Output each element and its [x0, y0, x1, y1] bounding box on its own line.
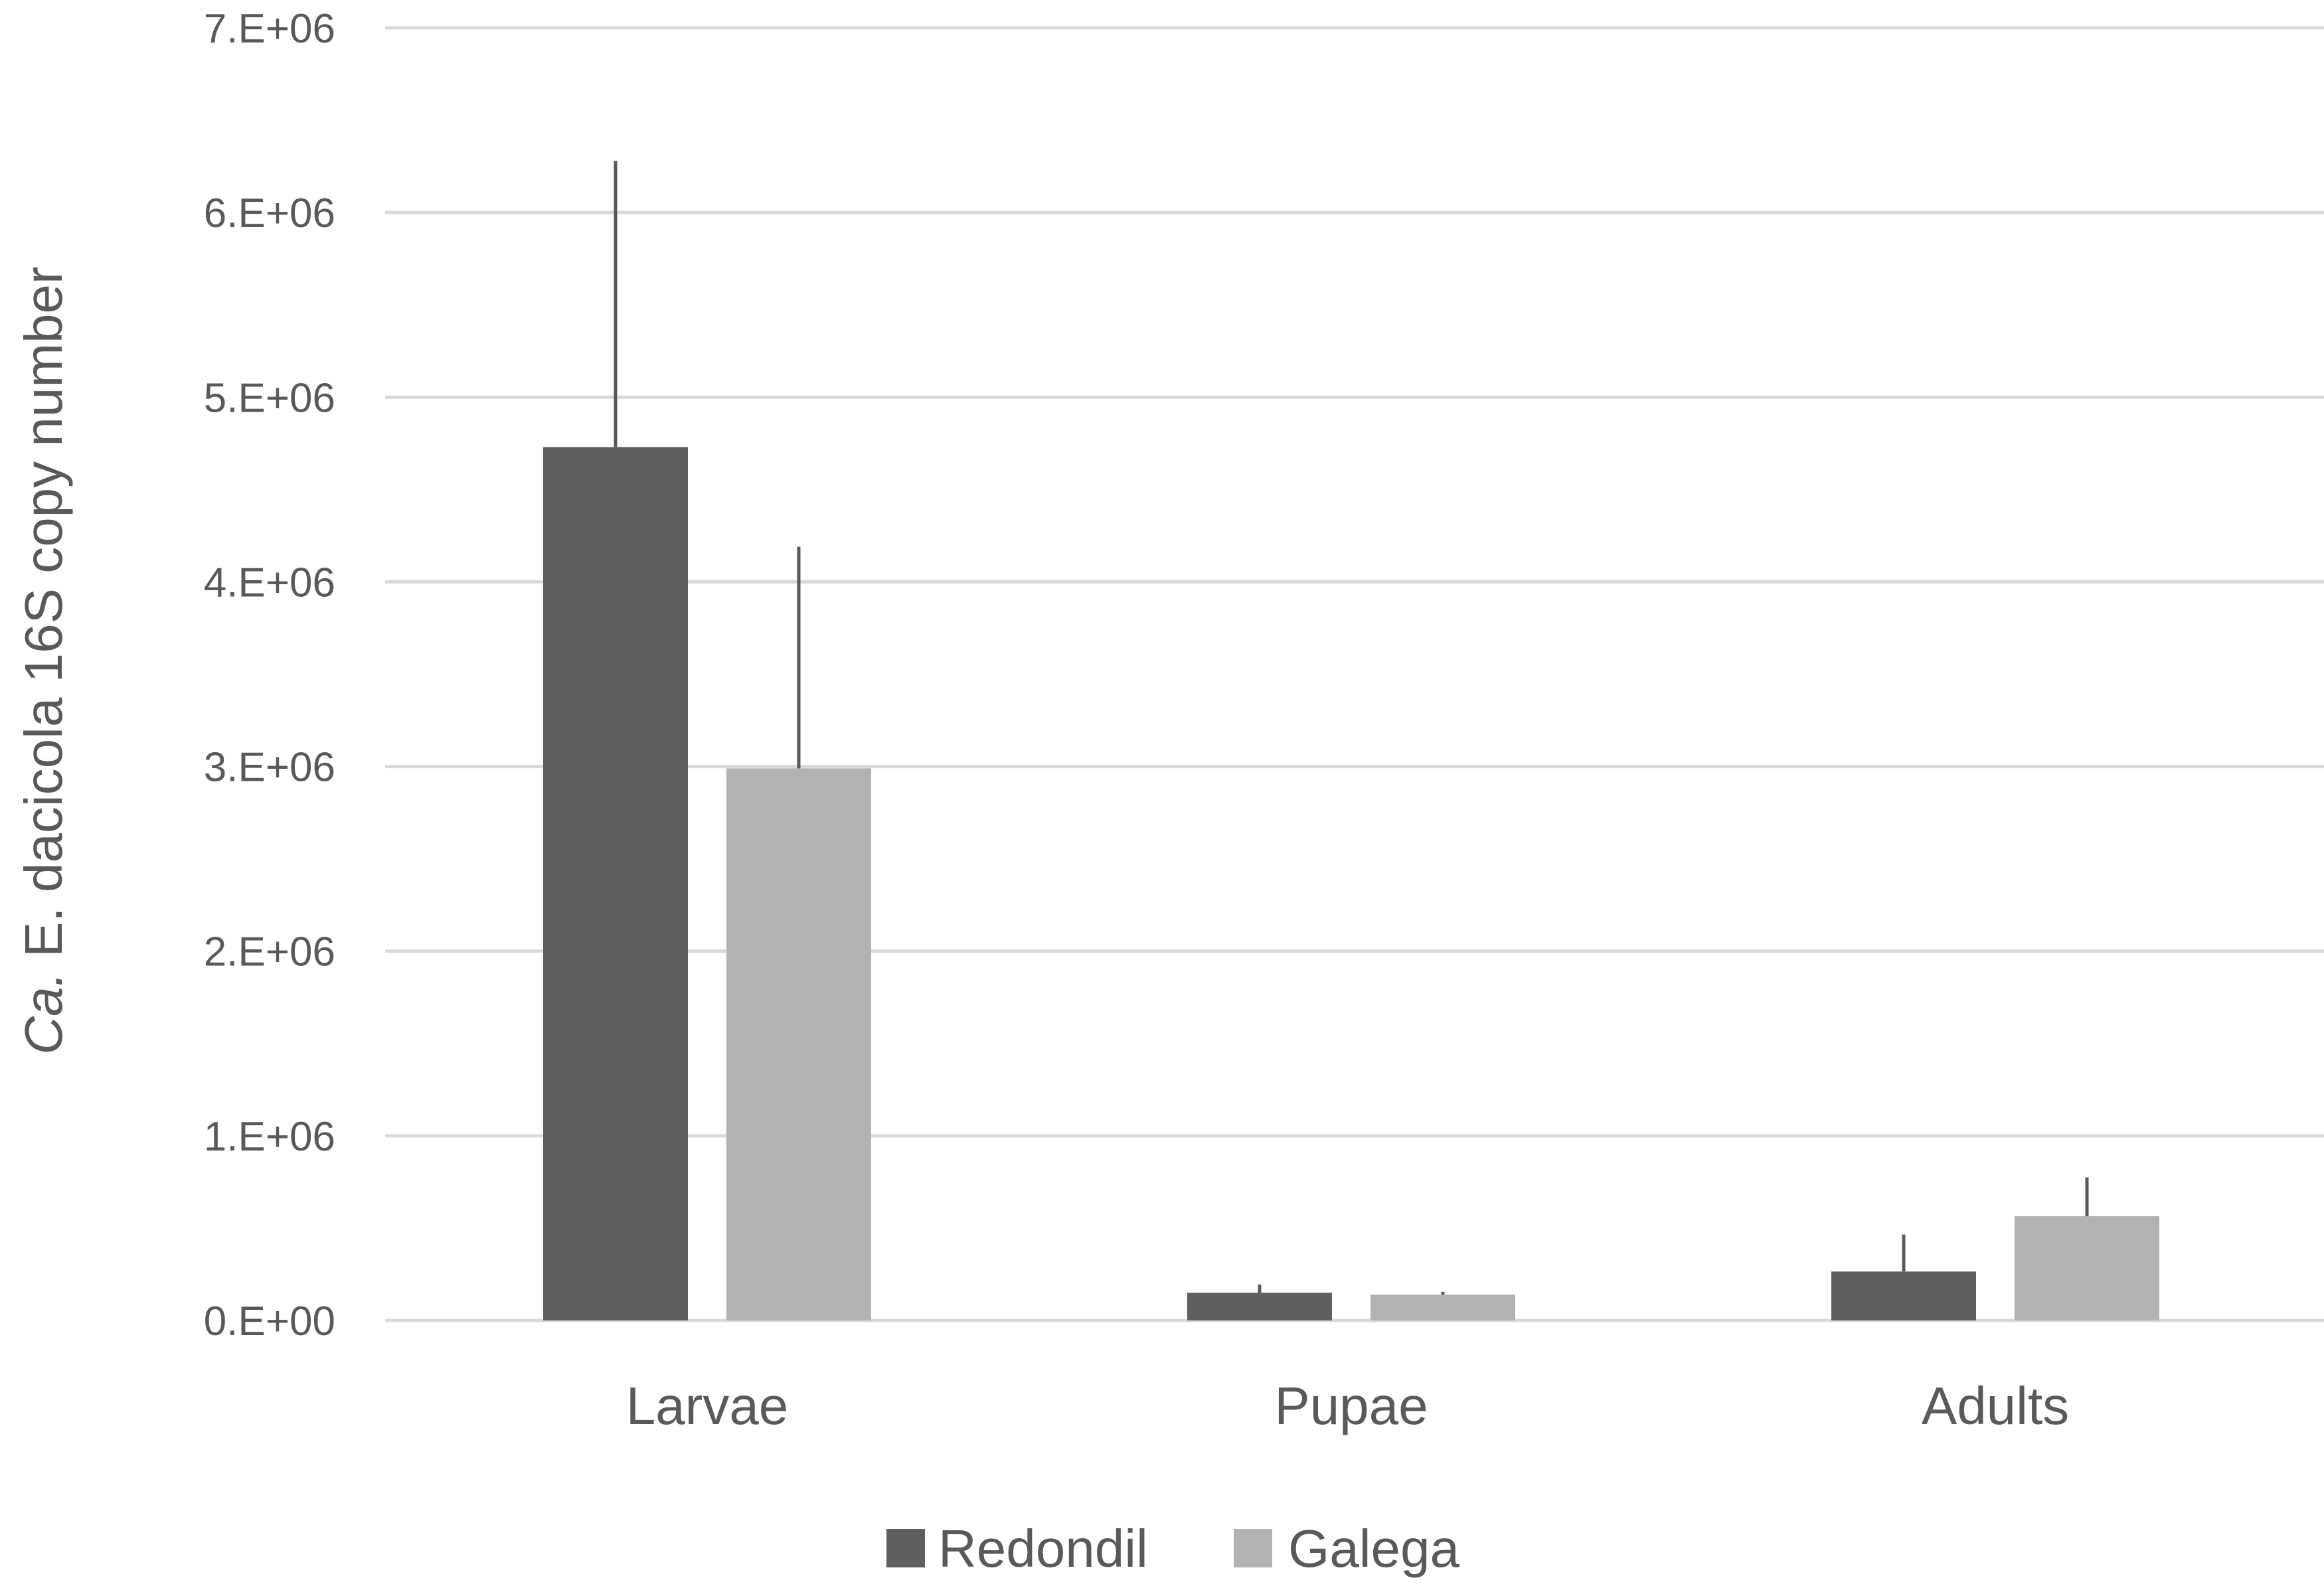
bar-redondil-pupae [1187, 1293, 1332, 1320]
legend-swatch-redondil [886, 1529, 925, 1567]
bar-galega-adults [2015, 1216, 2159, 1320]
legend-label-galega: Galega [1288, 1519, 1459, 1578]
y-tick-label: 3.E+06 [204, 745, 335, 791]
x-category-label: Adults [1922, 1376, 2069, 1435]
error-bars [614, 161, 2089, 1295]
y-axis-tick-labels: 0.E+00 1.E+06 2.E+06 3.E+06 4.E+06 5.E+06 6.E+… [204, 6, 335, 1344]
gridlines [385, 26, 2324, 1322]
x-axis-category-labels: Larvae Pupae Adults [626, 1376, 2069, 1435]
y-axis-title-italic: Ca. [14, 972, 73, 1055]
bar-redondil-larvae [543, 447, 688, 1320]
y-tick-label: 5.E+06 [204, 375, 335, 421]
x-category-label: Larvae [626, 1376, 789, 1435]
x-category-label: Pupae [1274, 1376, 1428, 1435]
bar-galega-pupae [1370, 1295, 1515, 1320]
legend-swatch-galega [1234, 1529, 1272, 1567]
bar-galega-larvae [726, 768, 871, 1320]
y-tick-label: 0.E+00 [204, 1299, 335, 1344]
legend: Redondil Galega [886, 1519, 1459, 1578]
y-axis-title-text: E. dacicola 16S copy number [14, 266, 73, 972]
y-tick-label: 7.E+06 [204, 6, 335, 52]
legend-label-redondil: Redondil [938, 1519, 1148, 1578]
y-tick-label: 1.E+06 [204, 1114, 335, 1160]
y-tick-label: 6.E+06 [204, 191, 335, 236]
y-tick-label: 2.E+06 [204, 929, 335, 975]
y-axis-title: Ca. E. dacicola 16S copy number [14, 266, 73, 1054]
bar-redondil-adults [1831, 1271, 1976, 1320]
bars [543, 447, 2159, 1320]
y-tick-label: 4.E+06 [204, 560, 335, 605]
